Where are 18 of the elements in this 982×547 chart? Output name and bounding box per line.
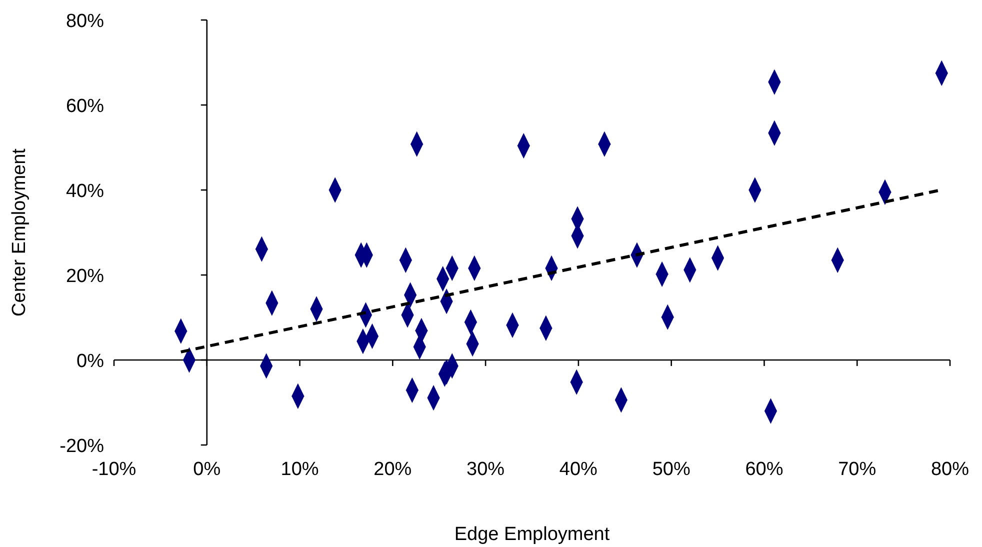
x-tick-label: 80% xyxy=(930,459,970,480)
x-tick-label: -10% xyxy=(92,459,136,480)
x-tick-label: 30% xyxy=(466,459,505,480)
y-axis-title: Center Employment xyxy=(9,148,30,316)
y-tick-label: -20% xyxy=(60,436,104,457)
y-tick-label: 40% xyxy=(66,181,104,202)
x-tick-label: 70% xyxy=(838,459,876,480)
x-tick-label: 10% xyxy=(280,459,319,480)
x-tick-label: 50% xyxy=(652,459,690,480)
x-tick-label: 0% xyxy=(193,459,221,480)
x-tick-label: 40% xyxy=(559,459,598,480)
y-tick-label: 0% xyxy=(76,351,104,372)
x-tick-label: 20% xyxy=(374,459,412,480)
y-tick-label: 60% xyxy=(66,96,104,117)
y-tick-label: 20% xyxy=(66,266,104,287)
y-tick-label: 80% xyxy=(66,11,104,32)
x-axis-title: Edge Employment xyxy=(454,524,610,545)
x-tick-label: 60% xyxy=(745,459,784,480)
